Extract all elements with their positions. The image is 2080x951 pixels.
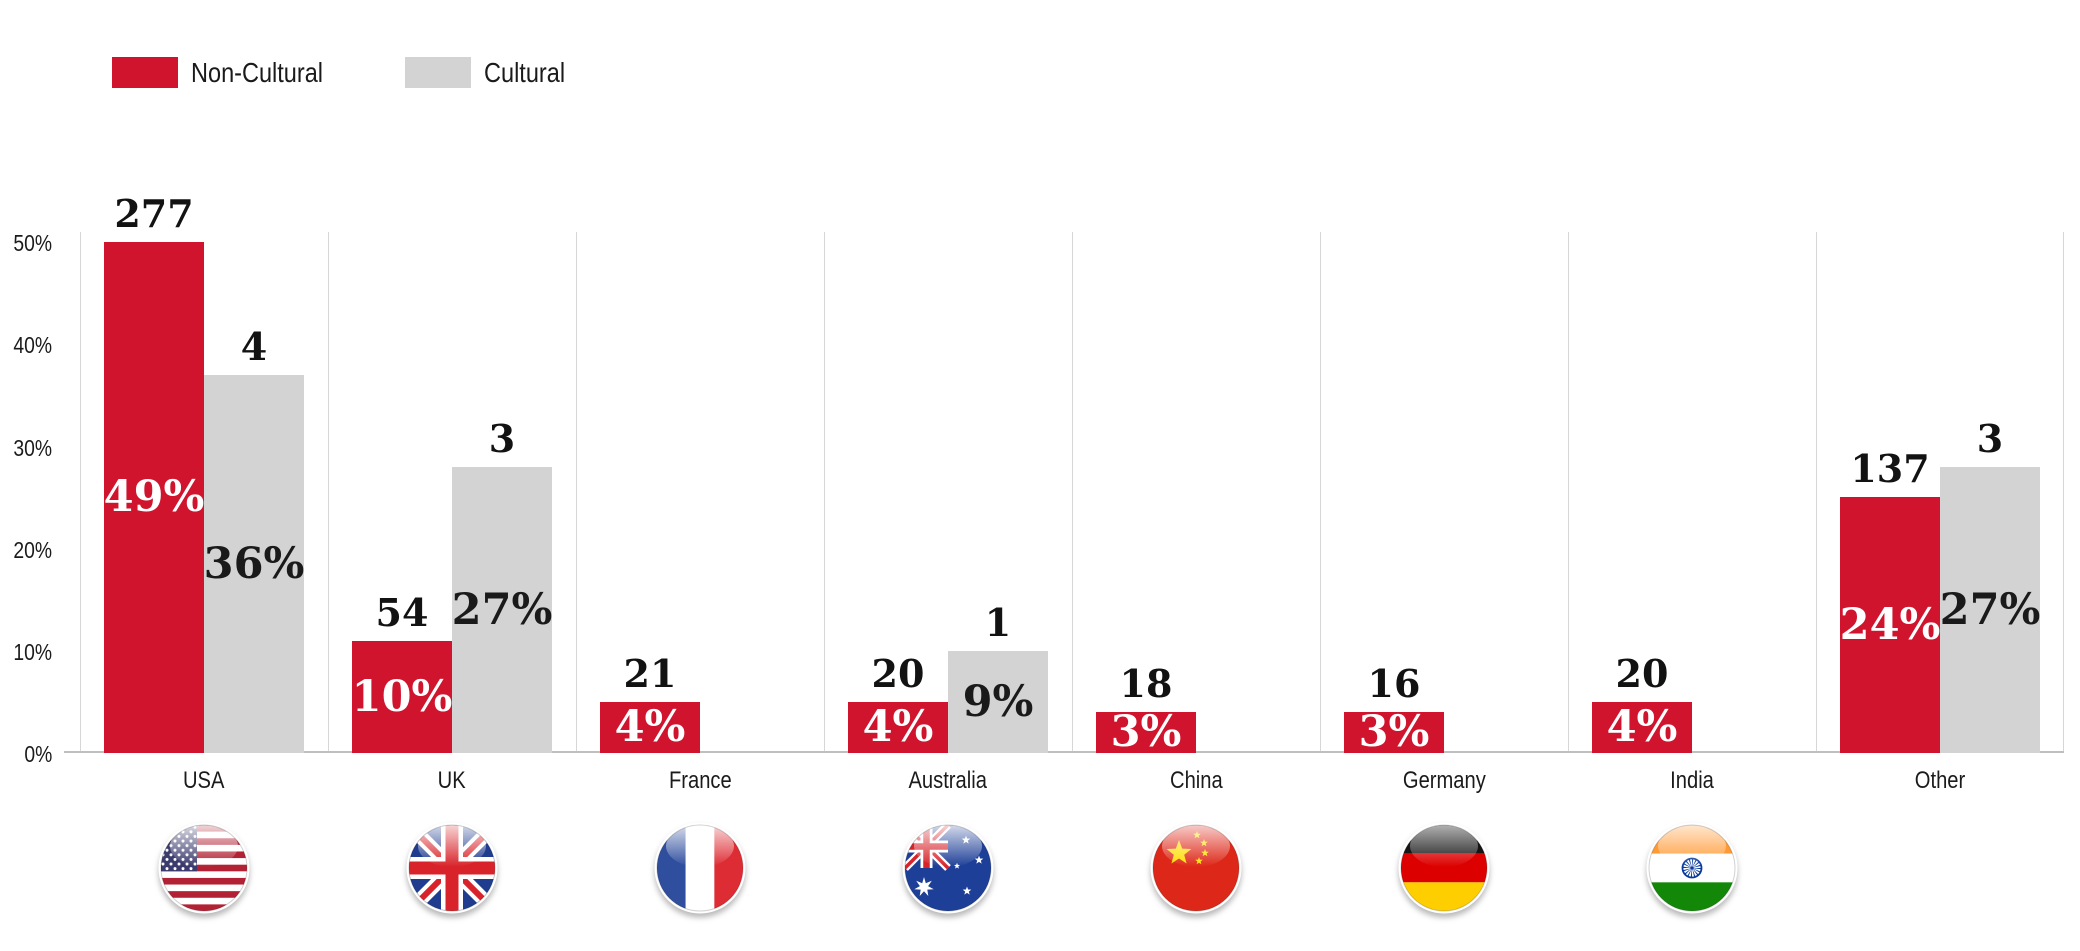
gridline [576, 232, 577, 753]
bar-pct-label: 3% [1358, 707, 1430, 757]
bar-group-cultural: 1 9% [948, 604, 1048, 753]
gridline [328, 232, 329, 753]
bar-count-label: 1 [984, 600, 1012, 645]
bar-non-cultural: 24% [1840, 497, 1940, 753]
category-germany: 16 3% [1320, 232, 1568, 757]
bar-non-cultural: 3% [1096, 707, 1196, 757]
y-tick-20: 20% [13, 537, 52, 563]
gridline [1568, 232, 1569, 753]
bar-non-cultural: 49% [104, 242, 204, 753]
bar-group-non-cultural: 20 4% [848, 655, 948, 753]
category-france: 21 4% [576, 232, 824, 753]
gridline [80, 232, 81, 753]
bar-group-cultural: 3 27% [1940, 420, 2040, 753]
legend-swatch-cultural [405, 57, 471, 88]
flag-china-icon [1148, 820, 1244, 916]
bar-count-label: 277 [114, 191, 194, 236]
legend-label-non-cultural: Non-Cultural [191, 57, 324, 88]
x-label-germany: Germany [1402, 767, 1486, 794]
bar-non-cultural: 4% [848, 702, 948, 753]
category-india: 20 4% [1568, 232, 1816, 753]
flag-uk-icon [404, 820, 500, 916]
bar-group-non-cultural: 54 10% [352, 594, 452, 753]
gridline [824, 232, 825, 753]
bar-group-cultural: 3 27% [452, 420, 552, 753]
y-tick-10: 10% [13, 639, 52, 665]
bar-count-label: 20 [871, 651, 925, 696]
bar-group-non-cultural: 16 3% [1344, 661, 1444, 757]
gridline [1072, 232, 1073, 753]
bar-count-label: 18 [1119, 661, 1173, 706]
bar-count-label: 16 [1367, 661, 1421, 706]
bar-pct-label: 4% [1606, 702, 1678, 752]
bar-group-non-cultural: 21 4% [600, 655, 700, 753]
bar-group-non-cultural: 137 24% [1840, 450, 1940, 753]
x-label-australia: Australia [908, 767, 988, 794]
bar-pct-label: 24% [1839, 599, 1941, 650]
bar-count-label: 137 [1850, 446, 1930, 491]
x-label-india: India [1670, 767, 1714, 794]
y-tick-40: 40% [13, 332, 52, 358]
bar-non-cultural: 10% [352, 641, 452, 753]
bar-cultural: 9% [948, 651, 1048, 753]
bar-cultural: 36% [204, 375, 304, 753]
x-label-china: China [1169, 767, 1223, 794]
y-tick-30: 30% [13, 435, 52, 461]
category-australia: 20 4% 1 9% [824, 232, 1072, 753]
bar-group-non-cultural: 18 3% [1096, 661, 1196, 757]
flag-india-icon [1644, 820, 1740, 916]
flag-germany-icon [1396, 820, 1492, 916]
category-uk: 54 10% 3 27% [328, 232, 576, 753]
legend-label-cultural: Cultural [484, 57, 566, 88]
x-label-other: Other [1914, 767, 1966, 794]
bar-pct-label: 3% [1110, 707, 1182, 757]
gridline [2063, 232, 2064, 753]
bar-non-cultural: 4% [1592, 702, 1692, 753]
x-axis-line [64, 751, 2064, 753]
bar-pct-label: 10% [351, 671, 453, 722]
gridline [1320, 232, 1321, 753]
bar-group-cultural: 4 36% [204, 328, 304, 753]
bar-pct-label: 27% [451, 584, 553, 635]
bar-non-cultural: 3% [1344, 707, 1444, 757]
category-usa: 277 49% 4 36% [80, 195, 328, 753]
bar-count-label: 4 [240, 324, 268, 369]
x-label-usa: USA [183, 767, 225, 794]
x-label-france: France [668, 767, 732, 794]
bar-pct-label: 27% [1939, 584, 2041, 635]
y-tick-0: 0% [24, 741, 52, 767]
category-other: 137 24% 3 27% [1816, 232, 2064, 753]
bar-pct-label: 9% [962, 676, 1034, 727]
legend-swatch-non-cultural [112, 57, 178, 88]
bar-pct-label: 4% [614, 702, 686, 752]
bar-non-cultural: 4% [600, 702, 700, 753]
bar-count-label: 3 [1976, 416, 2004, 461]
x-label-uk: UK [437, 767, 467, 794]
bar-cultural: 27% [1940, 467, 2040, 753]
bar-cultural: 27% [452, 467, 552, 753]
legend-item-non-cultural: Non-Cultural [112, 57, 348, 88]
bar-group-non-cultural: 277 49% [104, 195, 204, 753]
gridline [1816, 232, 1817, 753]
flag-usa-icon [156, 820, 252, 916]
bar-count-label: 3 [488, 416, 516, 461]
bar-count-label: 54 [375, 590, 429, 635]
bar-count-label: 21 [623, 651, 677, 696]
category-china: 18 3% [1072, 232, 1320, 757]
bar-pct-label: 49% [103, 472, 205, 522]
bar-pct-label: 4% [862, 702, 934, 752]
flag-australia-icon [900, 820, 996, 916]
bar-group-non-cultural: 20 4% [1592, 655, 1692, 753]
legend-item-cultural: Cultural [405, 57, 580, 88]
y-tick-50: 50% [13, 230, 52, 256]
bar-pct-label: 36% [203, 538, 305, 589]
bar-count-label: 20 [1615, 651, 1669, 696]
flag-france-icon [652, 820, 748, 916]
